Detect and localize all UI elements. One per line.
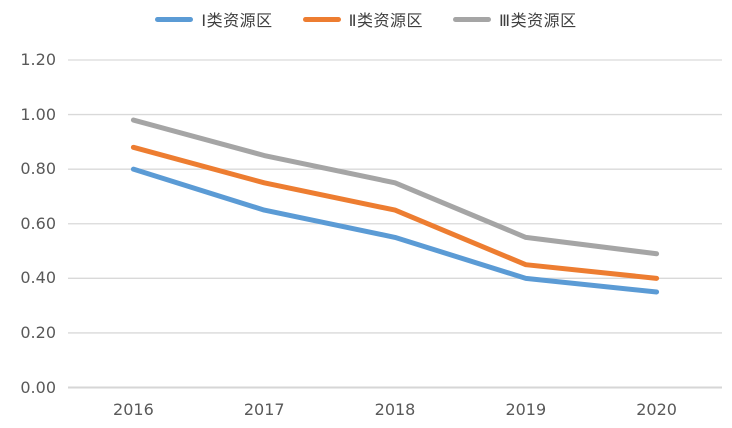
- chart-legend: Ⅰ类资源区 Ⅱ类资源区 Ⅲ类资源区: [0, 8, 732, 30]
- legend-swatch-icon: [453, 16, 492, 22]
- y-tick-label: 0.80: [20, 159, 56, 179]
- y-tick-label: 0.40: [20, 268, 56, 288]
- legend-item-3: Ⅲ类资源区: [453, 7, 577, 31]
- legend-label: Ⅱ类资源区: [348, 11, 424, 30]
- legend-swatch-icon: [155, 16, 194, 22]
- legend-item-2: Ⅱ类资源区: [302, 7, 424, 31]
- y-tick-label: 0.60: [20, 213, 56, 233]
- legend-label: Ⅲ类资源区: [499, 11, 577, 30]
- x-tick-label: 2019: [505, 400, 547, 419]
- y-tick-label: 0.00: [20, 377, 56, 397]
- series-line-3: [130, 117, 660, 257]
- series-line-1: [130, 166, 660, 295]
- legend-item-1: Ⅰ类资源区: [155, 7, 272, 31]
- y-tick-label: 1.00: [20, 104, 56, 124]
- x-tick-label: 2016: [113, 400, 154, 419]
- legend-swatch-icon: [302, 16, 341, 22]
- legend-label: Ⅰ类资源区: [201, 11, 273, 30]
- x-tick-label: 2017: [243, 400, 285, 419]
- x-tick-label: 2020: [636, 400, 677, 419]
- y-tick-label: 1.20: [20, 50, 56, 69]
- series-line-2: [130, 144, 660, 281]
- y-tick-label: 0.20: [20, 322, 56, 342]
- x-tick-label: 2018: [374, 400, 416, 419]
